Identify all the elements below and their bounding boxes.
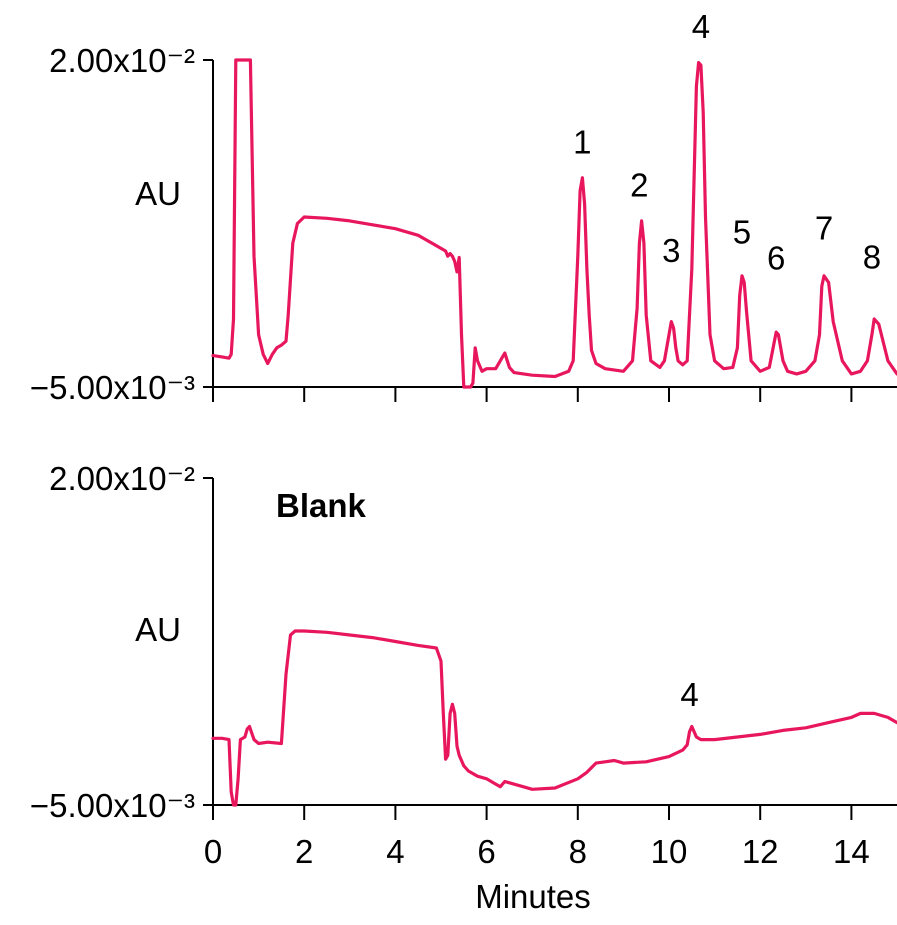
x-tick-label: 4 — [386, 833, 404, 870]
y-axis-label-bottom: AU — [135, 611, 181, 648]
x-tick-label: 2 — [295, 833, 313, 870]
y-tick-label-bottom-max: 2.00x10⁻² — [49, 460, 195, 497]
x-tick-label: 6 — [477, 833, 495, 870]
peak-label: 1 — [573, 123, 591, 160]
peak-label: 5 — [733, 214, 751, 251]
blank-title: Blank — [276, 487, 367, 524]
peak-label: 6 — [767, 240, 785, 277]
x-tick-label: 10 — [651, 833, 688, 870]
sample-trace — [211, 58, 897, 389]
chromatogram-panel-blank: 2.00x10⁻² −5.00x10⁻³ AU Blank 0 2 4 6 8 10 12 1… — [30, 460, 897, 915]
peak-labels-bottom: 4 — [680, 676, 698, 713]
x-ticks-top — [212, 387, 853, 402]
peak-label: 4 — [680, 676, 698, 713]
y-axis-label-top: AU — [135, 175, 181, 212]
x-axis-label: Minutes — [475, 878, 591, 915]
peak-label: 2 — [630, 166, 648, 203]
x-tick-label: 12 — [742, 833, 779, 870]
blank-trace — [211, 629, 897, 807]
y-tick-label-bottom-min: −5.00x10⁻³ — [30, 787, 195, 824]
x-tick-label: 8 — [569, 833, 587, 870]
peak-label: 4 — [692, 8, 710, 45]
x-tick-label: 14 — [833, 833, 870, 870]
peak-label: 7 — [815, 210, 833, 247]
y-tick-label-top-min: −5.00x10⁻³ — [30, 369, 195, 406]
peak-label: 3 — [662, 232, 680, 269]
peak-label: 8 — [863, 238, 881, 275]
x-ticks-bottom: 0 2 4 6 8 10 12 14 — [204, 805, 870, 870]
x-tick-label: 0 — [204, 833, 222, 870]
y-tick-label-top-max: 2.00x10⁻² — [49, 42, 195, 79]
